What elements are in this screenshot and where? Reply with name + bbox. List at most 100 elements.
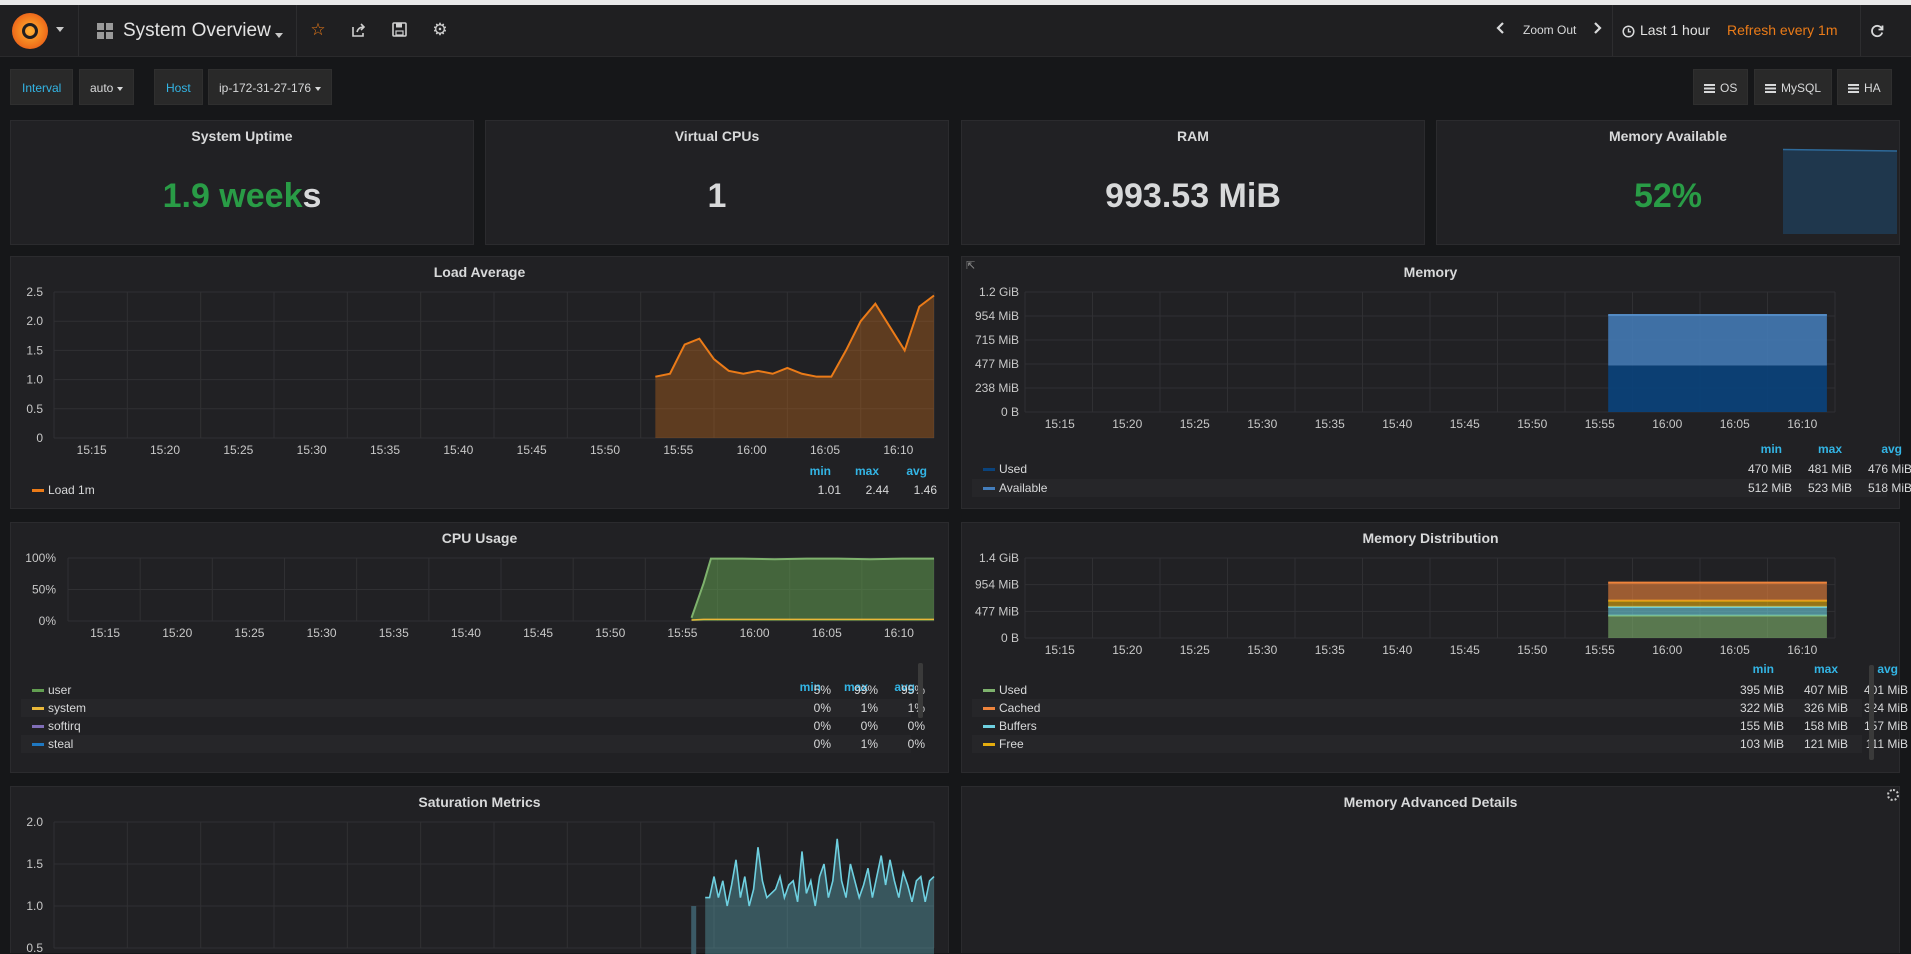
bars-icon xyxy=(1765,84,1776,94)
legend-value-max: 523 MiB xyxy=(1807,481,1852,495)
dashboard-picker[interactable]: System Overview xyxy=(79,5,297,56)
legend-row[interactable]: Available 512 MiB 523 MiB 518 MiB xyxy=(972,479,1911,497)
x-tick-label: 16:10 xyxy=(1787,643,1817,657)
legend-row[interactable]: Buffers 155 MiB 158 MiB 157 MiB xyxy=(972,717,1908,735)
panel-title: Saturation Metrics xyxy=(418,794,541,810)
legend-color-swatch[interactable] xyxy=(983,487,995,490)
legend-value-max: 326 MiB xyxy=(1803,701,1848,715)
legend-value-min: 470 MiB xyxy=(1747,462,1792,476)
x-tick-label: 16:00 xyxy=(737,443,767,457)
legend-row[interactable]: system 0% 1% 1% xyxy=(21,699,925,717)
legend-row[interactable]: Used 470 MiB 481 MiB 476 MiB xyxy=(972,460,1911,478)
legend-row[interactable]: Used 395 MiB 407 MiB 401 MiB xyxy=(972,681,1908,699)
legend-header-min[interactable]: min xyxy=(809,464,831,478)
legend-header-avg[interactable]: avg xyxy=(894,680,915,694)
panel-saturation-metrics: 2.0 1.5 1.0 0.5 Saturation Metrics xyxy=(10,786,949,954)
legend-color-swatch[interactable] xyxy=(983,468,995,471)
chevron-down-icon xyxy=(117,86,124,91)
x-tick-label: 15:45 xyxy=(1450,643,1480,657)
legend-value-avg: 0% xyxy=(907,737,925,751)
legend-row[interactable]: user 5% 99% 95% xyxy=(21,681,925,699)
legend-series-name: Buffers xyxy=(999,719,1037,733)
ha-dashboard-link[interactable]: HA xyxy=(1837,69,1892,105)
load-average-chart: 15:15 15:20 15:25 15:30 15:35 15:40 15:45 15:50… xyxy=(26,285,935,457)
chevron-right-icon[interactable] xyxy=(1592,5,1602,56)
gear-icon[interactable]: ⚙ xyxy=(432,20,448,39)
saturation-metrics-chart: 2.0 1.5 1.0 0.5 xyxy=(26,815,935,954)
legend-header-min[interactable]: min xyxy=(1752,662,1774,676)
legend-color-swatch[interactable] xyxy=(983,743,995,746)
y-tick-label: 477 MiB xyxy=(975,604,1019,618)
legend-row[interactable]: softirq 0% 0% 0% xyxy=(21,717,925,735)
legend-series-name: Used xyxy=(999,462,1028,476)
x-tick-label: 15:45 xyxy=(517,443,547,457)
legend-color-swatch[interactable] xyxy=(32,725,44,728)
panel-title: Memory Distribution xyxy=(1362,530,1499,546)
chevron-left-icon[interactable] xyxy=(1496,5,1506,56)
legend-value-max: 481 MiB xyxy=(1807,462,1852,476)
legend-color-swatch[interactable] xyxy=(32,689,44,692)
divider xyxy=(1860,5,1861,56)
legend-color-swatch[interactable] xyxy=(32,743,44,746)
legend-header-avg[interactable]: avg xyxy=(1881,442,1902,456)
interval-variable-select[interactable]: auto xyxy=(79,69,135,105)
y-tick-label: 1.2 GiB xyxy=(979,285,1019,299)
x-tick-label: 15:15 xyxy=(1045,417,1075,431)
legend-series-name: system xyxy=(48,701,87,715)
legend-header-max[interactable]: max xyxy=(1817,442,1842,456)
star-icon[interactable]: ☆ xyxy=(310,20,326,39)
legend-row[interactable]: Cached 322 MiB 326 MiB 324 MiB xyxy=(972,699,1908,717)
x-tick-label: 15:50 xyxy=(1517,643,1547,657)
legend-color-swatch[interactable] xyxy=(32,707,44,710)
y-tick-label: 1.5 xyxy=(26,857,43,871)
x-tick-label: 15:55 xyxy=(1585,417,1615,431)
host-variable-label: Host xyxy=(154,69,203,105)
dashboard-title: System Overview xyxy=(123,20,271,41)
x-tick-label: 15:45 xyxy=(1450,417,1480,431)
vcpus-value: 1 xyxy=(707,177,727,215)
cpu-user-area xyxy=(691,558,934,621)
legend-header-min[interactable]: min xyxy=(799,680,821,694)
x-tick-label: 15:25 xyxy=(1180,417,1210,431)
time-range-picker[interactable]: Last 1 hour xyxy=(1640,22,1711,38)
zoom-out-button[interactable]: Zoom Out xyxy=(1523,23,1577,37)
legend-header-max[interactable]: max xyxy=(843,680,868,694)
window-top-strip xyxy=(0,0,1911,5)
legend-color-swatch[interactable] xyxy=(983,707,995,710)
external-link-icon[interactable]: ⇱ xyxy=(966,260,976,272)
refresh-interval-picker[interactable]: Refresh every 1m xyxy=(1727,22,1838,38)
mysql-link-label: MySQL xyxy=(1781,81,1822,95)
legend-header-min[interactable]: min xyxy=(1760,442,1782,456)
legend-value-avg: 518 MiB xyxy=(1867,481,1911,495)
panel-title: Memory Advanced Details xyxy=(1343,794,1518,810)
legend-value-max: 99% xyxy=(853,683,878,697)
legend-row[interactable]: Free 103 MiB 121 MiB 111 MiB xyxy=(972,735,1908,753)
legend-row[interactable]: steal 0% 1% 0% xyxy=(21,735,925,753)
legend-header-max[interactable]: max xyxy=(1813,662,1838,676)
uptime-suffix: s xyxy=(302,177,322,215)
legend-color-swatch[interactable] xyxy=(983,689,995,692)
share-icon[interactable] xyxy=(348,19,370,41)
legend-scrollbar[interactable] xyxy=(1869,665,1874,760)
legend-color-swatch[interactable] xyxy=(983,725,995,728)
legend-header-avg[interactable]: avg xyxy=(906,464,927,478)
sparkline-line xyxy=(1782,148,1898,152)
legend-value-min: 1.01 xyxy=(817,483,841,497)
save-icon[interactable] xyxy=(388,19,410,41)
x-tick-label: 15:25 xyxy=(1180,643,1210,657)
bars-icon xyxy=(1848,84,1859,94)
legend-header-avg[interactable]: avg xyxy=(1877,662,1898,676)
host-variable-select[interactable]: ip-172-31-27-176 xyxy=(208,69,333,105)
y-tick-label: 1.0 xyxy=(26,899,43,913)
mysql-dashboard-link[interactable]: MySQL xyxy=(1754,69,1833,105)
y-tick-label: 1.4 GiB xyxy=(979,551,1019,565)
legend-row[interactable]: Load 1m 1.01 2.44 1.46 xyxy=(21,481,937,499)
os-dashboard-link[interactable]: OS xyxy=(1693,69,1749,105)
refresh-icon[interactable] xyxy=(1870,5,1884,56)
x-tick-label: 16:10 xyxy=(884,626,914,640)
legend-scrollbar[interactable] xyxy=(918,663,923,718)
legend-header-max[interactable]: max xyxy=(854,464,879,478)
grafana-menu-button[interactable] xyxy=(0,5,79,56)
legend-color-swatch[interactable] xyxy=(32,489,44,492)
x-tick-label: 16:00 xyxy=(740,626,770,640)
